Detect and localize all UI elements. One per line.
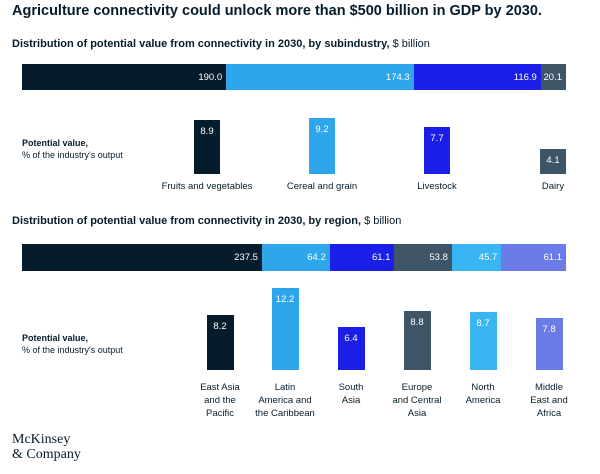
category-label-europe-and-central-asia: Europe and Central Asia [392, 382, 442, 419]
stacked-segment-latin-america-and-the-caribbean: 64.2 [261, 244, 330, 271]
potential-value-bar-fruits-and-vegetables: 8.9 [194, 119, 220, 174]
potential-value-label-bold: Potential value, [22, 333, 89, 343]
region-chart-title: Distribution of potential value from con… [12, 215, 401, 227]
stacked-segment-cereal-and-grain: 174.3 [226, 64, 414, 90]
category-label-cereal-and-grain: Cereal and grain [286, 181, 358, 192]
subindustry-stacked-bar: 190.0 174.3 116.9 20.1 [22, 64, 566, 90]
potential-value-data-label: 8.2 [213, 321, 227, 333]
stacked-segment-east-asia-and-the-pacific: 237.5 [22, 244, 262, 271]
category-label-middle-east-and-africa: Middle East and Africa [530, 382, 568, 419]
potential-value-data-label: 8.9 [200, 125, 214, 137]
stacked-segment-livestock: 116.9 [413, 64, 541, 90]
potential-value-data-label: 8.8 [410, 317, 424, 329]
subindustry-chart-title-text: Distribution of potential value from con… [12, 38, 390, 50]
potential-value-data-label: 8.7 [476, 317, 490, 329]
potential-value-label-unit: % of the industry's output [22, 150, 123, 160]
potential-value-label-bold: Potential value, [22, 138, 89, 148]
region-chart-unit: $ billion [364, 215, 402, 227]
stacked-segment-north-america: 45.7 [451, 244, 502, 271]
potential-value-bar-south-asia: 6.4 [337, 327, 365, 370]
mckinsey-logo: McKinsey & Company [12, 432, 81, 462]
potential-value-bar-latin-america-and-the-caribbean: 12.2 [271, 288, 299, 370]
potential-value-bar-cereal-and-grain: 9.2 [309, 117, 335, 174]
subindustry-chart-title: Distribution of potential value from con… [12, 38, 430, 50]
category-label-fruits-and-vegetables: Fruits and vegetables [161, 181, 253, 192]
stacked-segment-dairy: 20.1 [540, 64, 566, 90]
potential-value-bar-east-asia-and-the-pacific: 8.2 [206, 315, 234, 370]
potential-value-data-label: 9.2 [315, 123, 329, 135]
potential-value-data-label: 4.1 [546, 154, 560, 166]
stacked-segment-middle-east-and-africa: 61.1 [501, 244, 566, 271]
potential-value-bar-livestock: 7.7 [424, 127, 450, 174]
potential-value-bar-middle-east-and-africa: 7.8 [535, 317, 563, 370]
subindustry-potential-value-label: Potential value, % of the industry's out… [22, 137, 123, 161]
stacked-segment-south-asia: 61.1 [329, 244, 395, 271]
stacked-segment-europe-and-central-asia: 53.8 [394, 244, 452, 271]
region-potential-value-label: Potential value, % of the industry's out… [22, 332, 123, 356]
potential-value-data-label: 7.7 [430, 133, 444, 145]
region-chart-title-text: Distribution of potential value from con… [12, 215, 361, 227]
potential-value-data-label: 12.2 [275, 294, 295, 306]
region-stacked-bar: 237.5 64.2 61.1 53.8 45.7 61.1 [22, 244, 566, 271]
logo-line-2: & Company [12, 447, 81, 462]
subindustry-chart-unit: $ billion [392, 38, 430, 50]
potential-value-data-label: 6.4 [344, 333, 358, 345]
potential-value-label-unit: % of the industry's output [22, 345, 123, 355]
category-label-south-asia: South Asia [338, 382, 364, 406]
category-label-livestock: Livestock [417, 181, 457, 192]
category-label-east-asia-and-the-pacific: East Asia and the Pacific [200, 382, 240, 419]
category-label-north-america: North America [465, 382, 501, 406]
stacked-segment-fruits-and-vegetables: 190.0 [22, 64, 227, 90]
logo-line-1: McKinsey [12, 432, 71, 447]
category-label-latin-america-and-the-caribbean: Latin America and the Caribbean [255, 382, 315, 419]
category-label-dairy: Dairy [541, 181, 565, 192]
potential-value-bar-north-america: 8.7 [469, 311, 497, 370]
chart-title: Agriculture connectivity could unlock mo… [12, 3, 542, 19]
potential-value-bar-dairy: 4.1 [540, 148, 566, 174]
potential-value-data-label: 7.8 [542, 323, 556, 335]
potential-value-bar-europe-and-central-asia: 8.8 [403, 311, 431, 370]
